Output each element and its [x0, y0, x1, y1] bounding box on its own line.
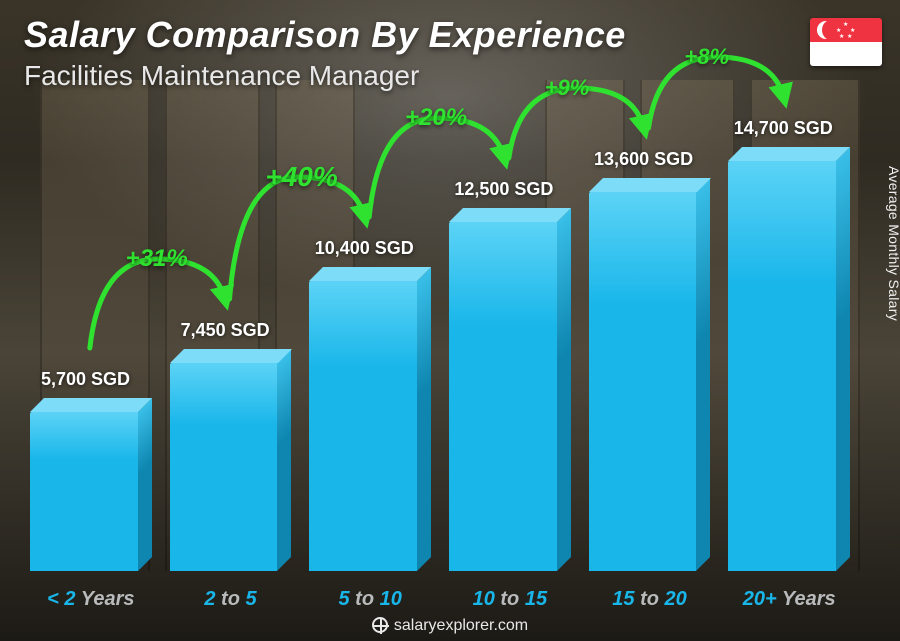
bar: 5,700 SGD: [30, 111, 152, 571]
country-flag-singapore: ★ ★ ★ ★ ★: [810, 18, 882, 66]
x-axis-label: 10 to 15: [449, 588, 571, 611]
globe-icon: [372, 617, 388, 633]
increase-pct-label: +9%: [545, 75, 590, 101]
x-axis-label: 15 to 20: [589, 588, 711, 611]
increase-pct-label: +31%: [126, 245, 188, 273]
y-axis-label: Average Monthly Salary: [886, 166, 900, 321]
bar: 14,700 SGD: [728, 111, 850, 571]
bar-value-label: 13,600 SGD: [594, 149, 693, 170]
x-axis-label: 2 to 5: [170, 588, 292, 611]
increase-pct-label: +8%: [684, 44, 729, 70]
x-axis-labels: < 2 Years 2 to 5 5 to 10 10 to 15 15 to 20 20…: [30, 588, 850, 611]
x-axis-label: < 2 Years: [30, 588, 152, 611]
bar-value-label: 5,700 SGD: [41, 369, 130, 390]
increase-pct-label: +40%: [265, 161, 337, 193]
infographic-stage: Salary Comparison By Experience Faciliti…: [0, 0, 900, 641]
bar-chart: 5,700 SGD 7,450 SGD 10,400 SGD 12,500 SGD 13…: [30, 111, 850, 571]
chart-title: Salary Comparison By Experience: [24, 14, 626, 56]
bar: 13,600 SGD: [589, 111, 711, 571]
x-axis-label: 5 to 10: [309, 588, 431, 611]
bar: 12,500 SGD: [449, 111, 571, 571]
bar-value-label: 7,450 SGD: [181, 320, 270, 341]
bar-value-label: 10,400 SGD: [315, 238, 414, 259]
x-axis-label: 20+ Years: [728, 588, 850, 611]
bar-value-label: 12,500 SGD: [454, 179, 553, 200]
footer: salaryexplorer.com: [0, 617, 900, 635]
bars-container: 5,700 SGD 7,450 SGD 10,400 SGD 12,500 SGD 13…: [30, 111, 850, 571]
increase-pct-label: +20%: [405, 104, 467, 132]
bar-value-label: 14,700 SGD: [734, 118, 833, 139]
chart-subtitle: Facilities Maintenance Manager: [24, 60, 419, 92]
footer-text: salaryexplorer.com: [394, 617, 528, 634]
